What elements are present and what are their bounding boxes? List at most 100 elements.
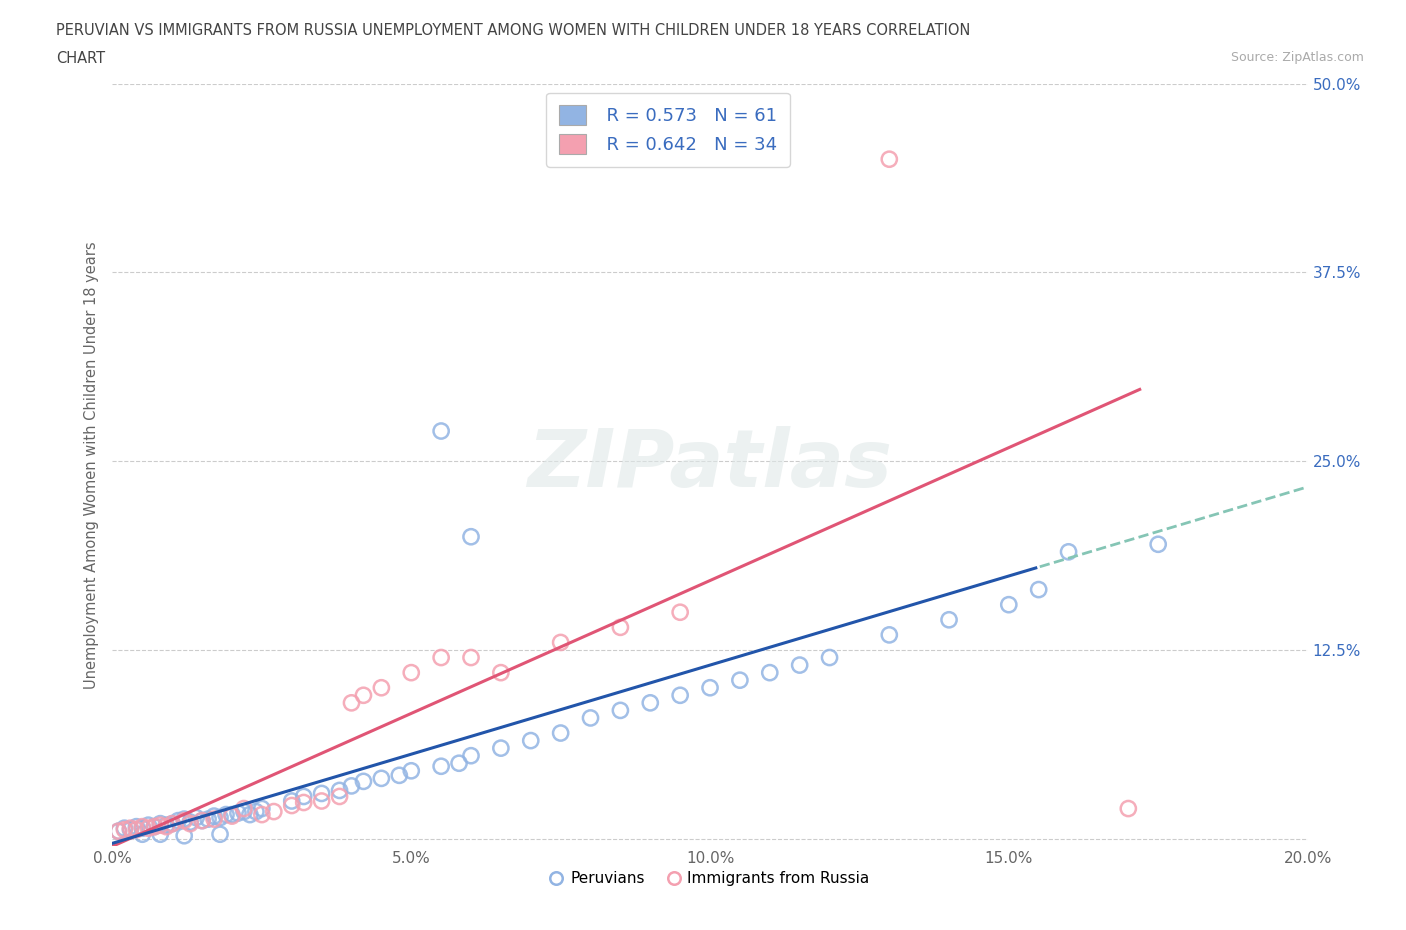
Point [938,612,960,627]
Point [202,812,225,827]
Point [818,650,841,665]
Point [640,696,662,711]
Point [162,817,183,831]
Point [609,703,631,718]
Point [311,786,333,801]
Point [550,635,572,650]
Point [167,813,190,828]
Point [263,804,285,819]
Point [1057,544,1080,559]
Point [669,604,692,619]
Point [353,774,375,789]
Point [125,822,148,837]
Point [120,821,142,836]
Point [292,789,315,804]
Text: CHART: CHART [56,51,105,66]
Point [759,665,782,680]
Point [114,822,135,837]
Point [329,783,352,798]
Text: PERUVIAN VS IMMIGRANTS FROM RUSSIA UNEMPLOYMENT AMONG WOMEN WITH CHILDREN UNDER : PERUVIAN VS IMMIGRANTS FROM RUSSIA UNEMP… [56,23,970,38]
Point [233,801,256,816]
Point [669,688,692,703]
Y-axis label: Unemployment Among Women with Children Under 18 years: Unemployment Among Women with Children U… [84,241,100,689]
Point [460,650,482,665]
Point [191,813,214,828]
Point [209,810,232,825]
Point [311,793,333,808]
Point [221,807,243,822]
Point [138,821,160,836]
Point [998,597,1021,612]
Point [250,807,273,822]
Point [699,681,721,696]
Point [370,771,392,786]
Point [281,798,304,813]
Point [460,749,482,764]
Point [239,807,262,822]
Point [449,756,471,771]
Point [209,827,232,842]
Point [370,681,392,696]
Point [520,733,543,748]
Point [173,813,195,828]
Point [173,829,195,844]
Point [226,805,249,820]
Point [609,620,631,635]
Point [401,665,423,680]
Point [388,768,411,783]
Point [550,725,572,740]
Point [131,827,153,842]
Point [149,817,172,832]
Point [430,650,453,665]
Point [489,665,512,680]
Point [879,152,901,166]
Point [202,809,225,824]
Point [340,696,363,711]
Point [1147,537,1170,551]
Point [233,804,256,819]
Point [1028,582,1050,597]
Point [340,778,363,793]
Point [728,672,751,687]
Point [879,628,901,643]
Text: Source: ZipAtlas.com: Source: ZipAtlas.com [1230,51,1364,64]
Point [131,821,153,836]
Point [197,812,219,827]
Point [107,824,129,839]
Point [125,819,148,834]
Point [138,817,160,832]
Legend: Peruvians, Immigrants from Russia: Peruvians, Immigrants from Russia [544,865,876,892]
Point [179,815,201,830]
Point [131,819,153,834]
Point [149,817,172,831]
Point [489,740,512,755]
Point [155,819,177,834]
Point [221,809,243,824]
Point [250,801,273,816]
Point [292,795,315,810]
Point [186,810,208,825]
Point [149,827,172,842]
Point [143,819,166,834]
Point [579,711,602,725]
Point [281,793,304,808]
Point [460,529,482,544]
Point [430,423,453,438]
Point [179,817,201,831]
Point [1118,801,1140,816]
Point [107,824,129,839]
Point [173,812,195,827]
Point [191,813,214,828]
Point [215,807,238,822]
Text: ZIPatlas: ZIPatlas [527,426,893,504]
Point [114,821,135,836]
Point [353,688,375,703]
Point [789,658,811,672]
Point [155,817,177,832]
Point [162,817,183,831]
Point [120,822,142,837]
Point [245,804,267,819]
Point [401,764,423,778]
Point [329,789,352,804]
Point [430,759,453,774]
